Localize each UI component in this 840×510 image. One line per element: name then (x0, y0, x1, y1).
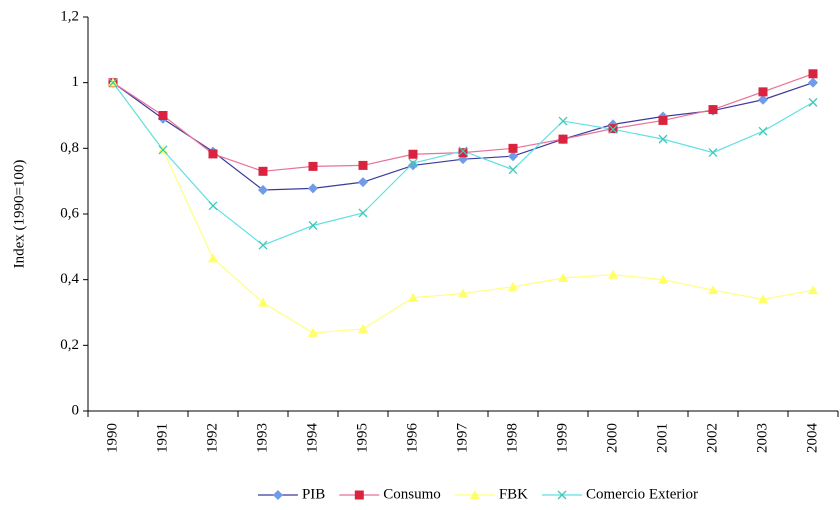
marker (208, 201, 218, 211)
marker (108, 78, 118, 88)
marker (258, 297, 268, 307)
marker (158, 111, 168, 120)
x-tick-label: 2000 (604, 423, 620, 453)
marker (208, 149, 218, 159)
legend: PIB Consumo FBK Comercio Exterior (257, 486, 698, 502)
marker (658, 274, 668, 284)
marker (458, 146, 468, 156)
y-tick-label: 1,2 (60, 8, 79, 24)
marker (758, 87, 768, 97)
marker (258, 185, 268, 196)
marker (758, 294, 768, 304)
marker (558, 116, 568, 126)
marker (458, 148, 468, 158)
marker (308, 161, 318, 171)
marker (208, 253, 218, 263)
marker (258, 240, 268, 250)
marker (508, 143, 518, 153)
marker (808, 77, 818, 88)
marker (469, 490, 480, 499)
x-tick-label: 1993 (254, 423, 270, 453)
marker (158, 145, 168, 155)
marker (708, 148, 718, 158)
marker (458, 288, 468, 298)
marker (658, 115, 668, 125)
marker (558, 134, 568, 144)
marker (557, 490, 567, 500)
marker (808, 97, 818, 107)
marker (708, 285, 718, 295)
legend-label: Consumo (383, 486, 441, 502)
marker (558, 273, 568, 283)
y-tick-label: 0,6 (60, 205, 79, 221)
marker (272, 490, 283, 500)
legend-label: FBK (499, 486, 528, 502)
marker (658, 134, 668, 144)
y-tick-label: 0,8 (60, 140, 79, 156)
marker (408, 149, 418, 159)
x-tick-label: 1992 (204, 423, 220, 453)
marker (758, 94, 768, 105)
marker (408, 160, 418, 171)
x-tick-label: 2001 (654, 423, 670, 453)
marker (408, 158, 418, 168)
x-tick-label: 1994 (304, 423, 320, 454)
marker (358, 177, 368, 188)
marker (258, 166, 268, 176)
marker (308, 327, 318, 337)
x-tick-label: 1998 (504, 423, 520, 453)
marker (358, 208, 368, 218)
marker (358, 160, 368, 170)
x-tick-label: 1990 (104, 423, 120, 453)
x-tick-label: 1996 (404, 423, 420, 454)
marker (758, 126, 768, 136)
x-tick-label: 1997 (454, 423, 470, 454)
y-axis-label: Index (1990=100) (11, 160, 27, 269)
x-tick-label: 2004 (804, 423, 820, 454)
legend-label: PIB (302, 486, 325, 502)
marker (708, 105, 718, 115)
y-tick-label: 1 (72, 74, 80, 90)
x-tick-label: 1995 (354, 423, 370, 453)
y-tick-label: 0,2 (60, 337, 79, 353)
y-tick-label: 0,4 (60, 271, 79, 287)
x-tick-label: 1991 (154, 423, 170, 453)
y-tick-label: 0 (72, 402, 80, 418)
series-line (112, 82, 814, 191)
marker (358, 323, 368, 333)
marker (508, 151, 518, 162)
marker (608, 124, 618, 134)
legend-label: Comercio Exterior (586, 486, 698, 502)
marker (508, 165, 518, 175)
x-tick-label: 2003 (754, 423, 770, 453)
marker (354, 490, 364, 500)
marker (308, 221, 318, 230)
x-tick-label: 2002 (704, 423, 720, 453)
marker (408, 292, 418, 302)
marker (808, 285, 818, 295)
marker (308, 183, 318, 194)
marker (508, 281, 518, 291)
marker (808, 69, 818, 79)
marker (608, 269, 618, 279)
x-tick-label: 1999 (554, 423, 570, 453)
